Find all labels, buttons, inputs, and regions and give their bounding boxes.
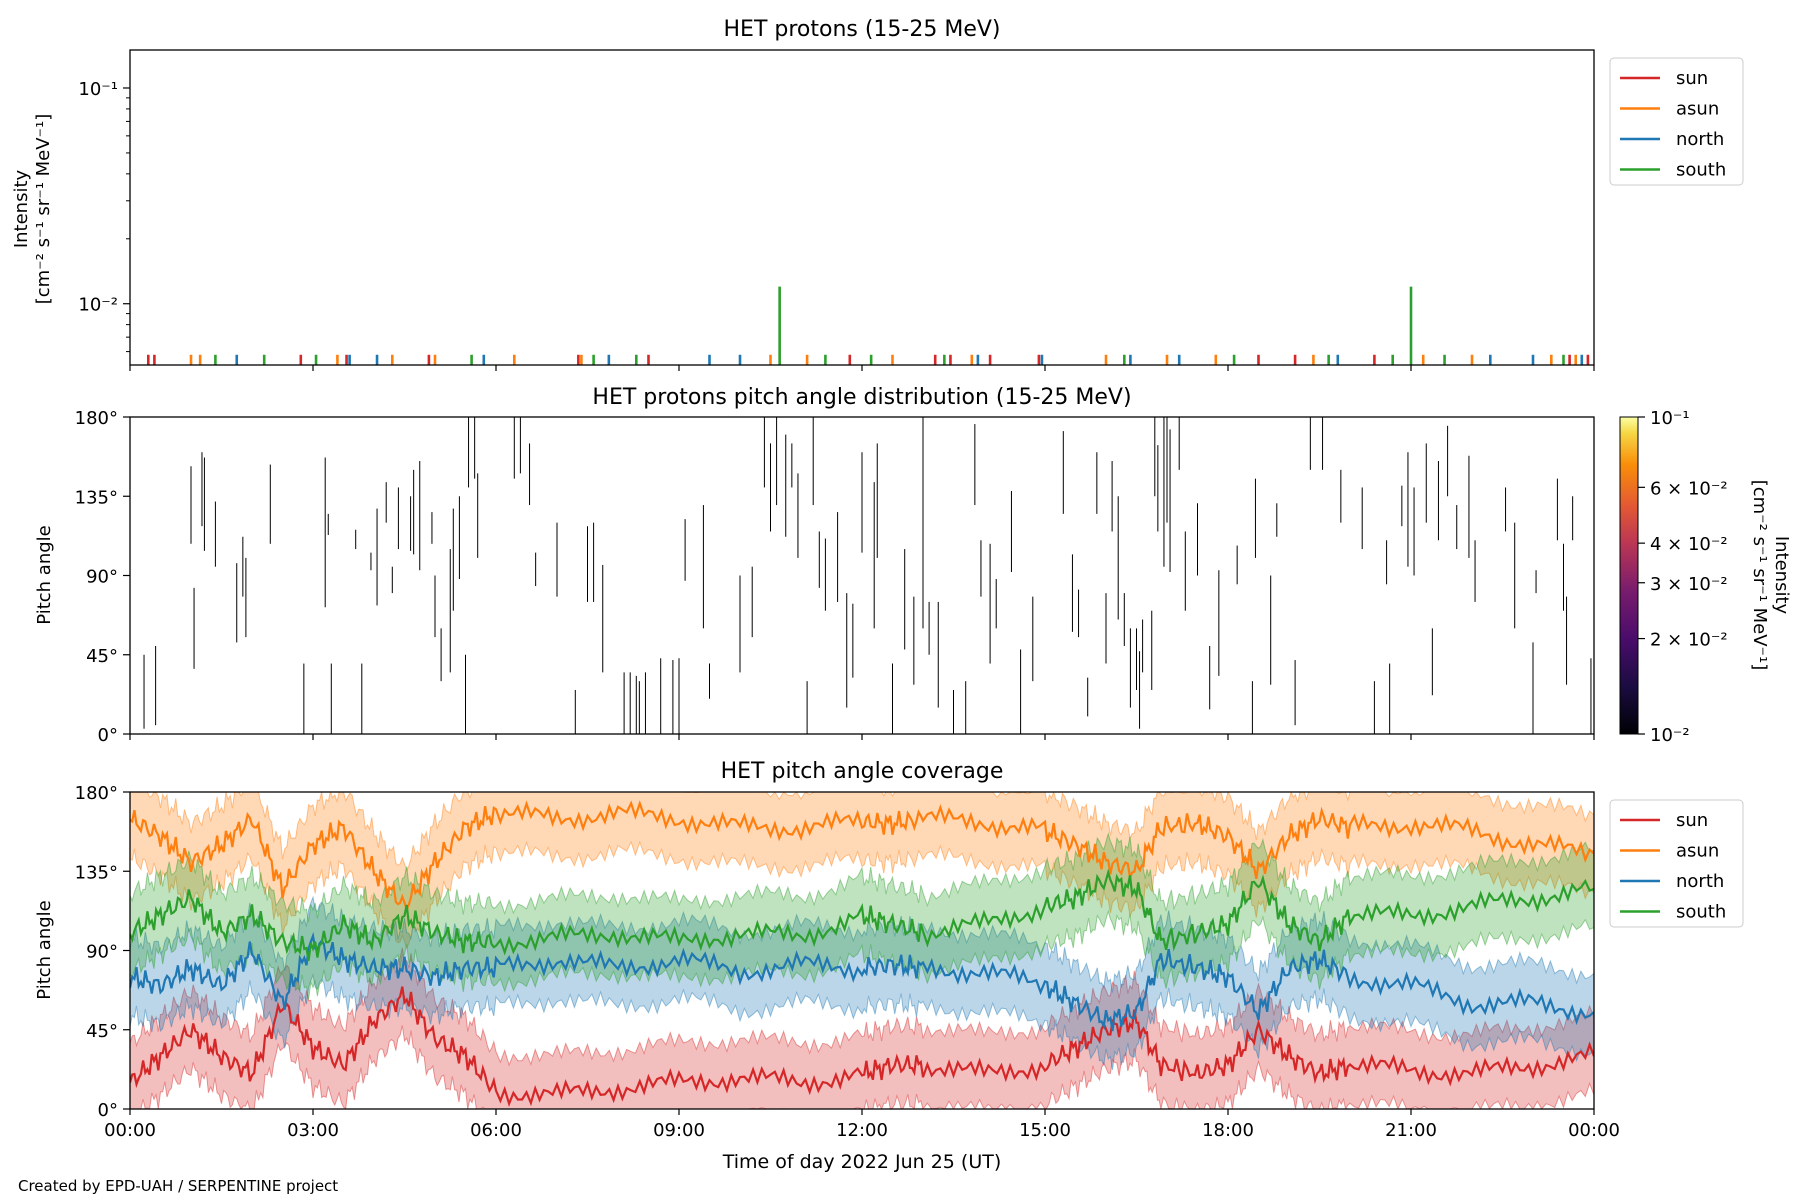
y-tick-label: 10⁻¹ [78,79,118,100]
legend-label-sun: sun [1676,810,1708,831]
panel-pitch-distribution: HET protons pitch angle distribution (15… [34,385,1792,746]
panel3-axes: 0° 45° 90° 135° 180° 00:00 03:00 06:00 09:00 12:0… [75,783,1620,1141]
x-tick-label: 03:00 [287,1120,339,1141]
colorbar-tick-label: 10⁻¹ [1650,408,1690,429]
panel1-ylabel-unit: [cm⁻² s⁻¹ sr⁻¹ MeV⁻¹] [33,114,54,305]
panel2-frame [129,416,1595,735]
y-tick-label: 0° [98,725,118,746]
colorbar-tick-label: 10⁻² [1650,725,1690,746]
panel1-legend: sun asun north south [1609,57,1744,186]
x-tick-label: 18:00 [1202,1120,1254,1141]
x-tick-label: 15:00 [1019,1120,1071,1141]
x-tick-label: 00:00 [1568,1120,1620,1141]
legend-label-north: north [1676,129,1724,150]
panel1-frame [129,49,1595,366]
colorbar-label-unit: [cm⁻² s⁻¹ sr⁻¹ MeV⁻¹] [1749,480,1770,671]
colorbar-tick-label: 4 × 10⁻² [1650,534,1728,555]
panel-intensity: HET protons (15-25 MeV) 10⁻² 10⁻¹ Intensi… [11,17,1744,371]
legend-label-asun: asun [1676,841,1719,862]
coverage-band-north [130,895,1594,1070]
y-tick-label: 45° [86,1021,118,1042]
y-tick-label: 90° [86,942,118,963]
legend-box [1609,799,1744,928]
colorbar-ticks: 10⁻² 2 × 10⁻² 3 × 10⁻² 4 × 10⁻² 6 × 10⁻² 10⁻¹ [1638,408,1728,746]
y-tick-label: 135° [75,487,118,508]
panel2-title: HET protons pitch angle distribution (15… [592,385,1131,410]
colorbar-tick-label: 6 × 10⁻² [1650,478,1728,499]
coverage-band-sun [130,947,1594,1109]
panel3-marks [130,792,1594,1109]
panel3-frame [129,791,1595,1110]
colorbar-gradient [1619,416,1639,735]
credit-footer: Created by EPD-UAH / SERPENTINE project [18,1177,339,1195]
y-tick-label: 180° [75,408,118,429]
panel1-axes: 10⁻² 10⁻¹ [78,79,1595,371]
y-tick-label: 135° [75,862,118,883]
panel1-title: HET protons (15-25 MeV) [724,17,1001,42]
y-tick-label: 180° [75,783,118,804]
panel3-ylabel: Pitch angle [34,900,55,999]
panel1-ylabel: Intensity [cm⁻² s⁻¹ sr⁻¹ MeV⁻¹] [11,114,54,305]
colorbar: 10⁻² 2 × 10⁻² 3 × 10⁻² 4 × 10⁻² 6 × 10⁻² 10⁻¹… [1619,408,1792,746]
x-tick-label: 09:00 [653,1120,705,1141]
x-tick-label: 21:00 [1385,1120,1437,1141]
y-tick-label: 90° [86,567,118,588]
y-tick-label: 45° [86,646,118,667]
x-tick-label: 06:00 [470,1120,522,1141]
panel1-ylabel-text: Intensity [11,169,32,248]
legend-label-north: north [1676,871,1724,892]
colorbar-tick-label: 3 × 10⁻² [1650,574,1728,595]
y-tick-label: 0° [98,1100,118,1121]
legend-label-south: south [1676,902,1726,923]
coverage-line-asun [130,800,1594,913]
panel2-marks [143,417,1595,734]
colorbar-label: Intensity [cm⁻² s⁻¹ sr⁻¹ MeV⁻¹] [1749,480,1792,671]
legend-box [1609,57,1744,186]
panel2-ylabel: Pitch angle [34,525,55,624]
legend-label-asun: asun [1676,99,1719,120]
y-tick-label: 10⁻² [78,295,118,316]
coverage-line-sun [130,986,1594,1108]
panel3-title: HET pitch angle coverage [721,759,1004,784]
x-tick-label: 12:00 [836,1120,888,1141]
x-axis-label: Time of day 2022 Jun 25 (UT) [722,1151,1002,1173]
colorbar-tick-label: 2 × 10⁻² [1650,630,1728,651]
colorbar-label-text: Intensity [1771,536,1792,615]
coverage-line-south [130,868,1594,961]
panel1-marks [147,286,1590,365]
legend-label-south: south [1676,160,1726,181]
panel-pitch-coverage: HET pitch angle coverage 0° 45° 90° 135° 180… [34,759,1744,1173]
panel3-legend: sun asun north south [1609,799,1744,928]
coverage-line-north [130,931,1594,1032]
panel2-axes: 0° 45° 90° 135° 180° [75,408,1595,746]
x-tick-label: 00:00 [104,1120,156,1141]
legend-label-sun: sun [1676,68,1708,89]
